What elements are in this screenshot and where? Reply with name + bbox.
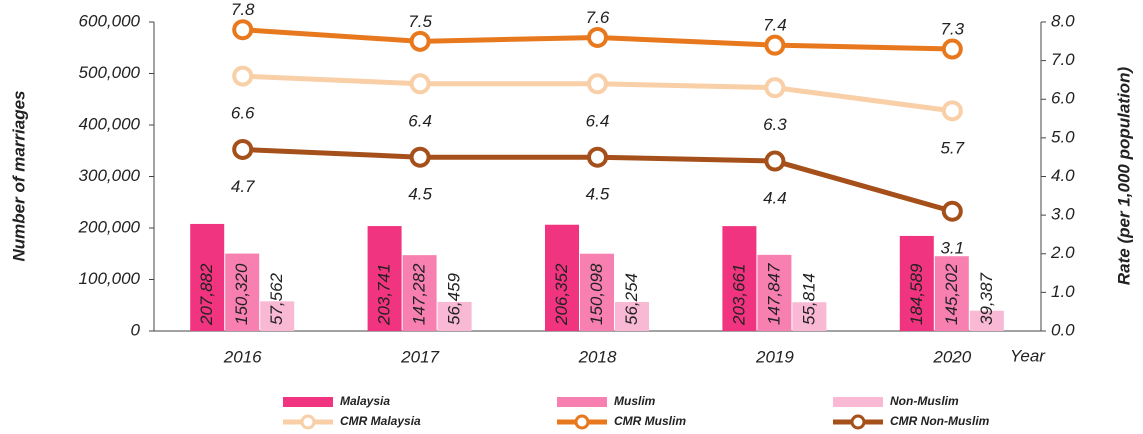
line-marker	[409, 30, 431, 52]
x-tick-label: 2016	[223, 347, 262, 366]
bar-label: 206,352	[552, 263, 571, 326]
y-tick-label: 600,000	[79, 11, 141, 30]
line-label: 4.7	[231, 177, 255, 196]
line-label: 6.3	[763, 115, 787, 134]
line-marker	[764, 34, 786, 56]
line-label: 6.6	[231, 104, 255, 123]
bar	[969, 310, 1004, 331]
x-tick-label: 2020	[932, 347, 971, 366]
bar-label: 57,562	[267, 272, 286, 325]
bar	[545, 224, 579, 331]
y2-tick-label: 7.0	[1051, 50, 1075, 69]
line-label: 6.4	[408, 111, 432, 130]
legend-swatch	[283, 397, 333, 407]
bar-label: 203,741	[375, 264, 394, 326]
y2-tick-label: 5.0	[1051, 127, 1075, 146]
bar	[757, 254, 792, 331]
line-label: 3.1	[940, 239, 964, 258]
bar-label: 150,098	[587, 263, 606, 325]
bar	[899, 235, 934, 331]
bar	[580, 253, 614, 331]
line-label: 7.5	[408, 12, 432, 31]
bar-label: 203,661	[729, 264, 748, 326]
line-label: 4.4	[763, 189, 787, 208]
legend-label: CMR Non-Muslim	[890, 414, 990, 428]
y2-axis-label: Rate (per 1,000 population)	[1114, 67, 1133, 286]
y2-tick-label: 2.0	[1050, 243, 1075, 262]
bar-label: 184,589	[907, 263, 926, 325]
line-label: 6.4	[586, 111, 610, 130]
line-marker	[587, 146, 608, 168]
y-tick-label: 300,000	[79, 166, 141, 185]
bar-label: 39,387	[977, 272, 996, 325]
legend-label: Muslim	[614, 394, 656, 408]
y2-tick-label: 4.0	[1051, 166, 1075, 185]
line-label: 4.5	[408, 185, 432, 204]
bar	[615, 302, 649, 331]
line-marker	[764, 77, 786, 99]
line-marker	[409, 73, 431, 95]
legend-marker	[850, 414, 866, 430]
line-label: 7.3	[940, 20, 964, 39]
bar	[402, 255, 437, 331]
legend-marker	[574, 414, 590, 430]
bar	[367, 226, 402, 331]
x-tick-label: 2019	[755, 347, 794, 366]
y-tick-label: 100,000	[79, 269, 141, 288]
legend-swatch	[833, 397, 883, 407]
bar-label: 56,254	[622, 273, 641, 325]
y-tick-label: 400,000	[79, 114, 141, 133]
line-marker	[587, 26, 608, 48]
bar-label: 207,882	[197, 263, 216, 326]
bar	[225, 253, 260, 331]
y-tick-label: 200,000	[78, 217, 141, 236]
line-marker	[587, 73, 608, 95]
line-marker	[941, 100, 963, 122]
line-label: 5.7	[940, 138, 964, 157]
line-marker	[232, 138, 254, 160]
bar	[260, 301, 295, 331]
y2-tick-label: 1.0	[1051, 282, 1075, 301]
line-label: 7.8	[231, 0, 255, 19]
bar	[722, 226, 757, 331]
y-axis-label: Number of marriages	[9, 91, 28, 262]
bar-label: 55,814	[799, 273, 818, 325]
legend-marker	[300, 414, 316, 430]
line-marker	[232, 65, 254, 87]
legend-label: CMR Malaysia	[340, 414, 421, 428]
bar	[934, 256, 969, 331]
line-marker	[941, 38, 963, 60]
legend-swatch	[557, 397, 607, 407]
line-marker	[764, 150, 786, 172]
line-marker	[941, 200, 963, 222]
bar-label: 145,202	[942, 263, 961, 325]
y2-tick-label: 0.0	[1051, 320, 1075, 339]
bar	[437, 301, 472, 331]
x-tick-label: 2017	[400, 347, 439, 366]
line-label: 7.4	[763, 16, 787, 35]
y2-tick-label: 6.0	[1051, 89, 1075, 108]
bar-label: 56,459	[445, 272, 464, 325]
legend-label: Malaysia	[340, 394, 390, 408]
bar	[792, 302, 827, 331]
line-marker	[409, 146, 431, 168]
x-axis-label: Year	[1010, 346, 1046, 365]
y2-tick-label: 3.0	[1051, 205, 1075, 224]
y2-tick-label: 8.0	[1051, 11, 1075, 30]
bar-label: 150,320	[232, 263, 251, 325]
legend-label: CMR Muslim	[614, 414, 686, 428]
line-label: 7.6	[586, 8, 610, 27]
y-tick-label: 0	[131, 320, 141, 339]
y-tick-label: 500,000	[79, 63, 141, 82]
bar-label: 147,282	[410, 263, 429, 325]
bar	[190, 223, 225, 331]
line-marker	[232, 19, 254, 41]
x-tick-label: 2018	[578, 347, 617, 366]
bar-label: 147,847	[764, 263, 783, 325]
line-label: 4.5	[586, 185, 610, 204]
legend-label: Non-Muslim	[890, 394, 959, 408]
